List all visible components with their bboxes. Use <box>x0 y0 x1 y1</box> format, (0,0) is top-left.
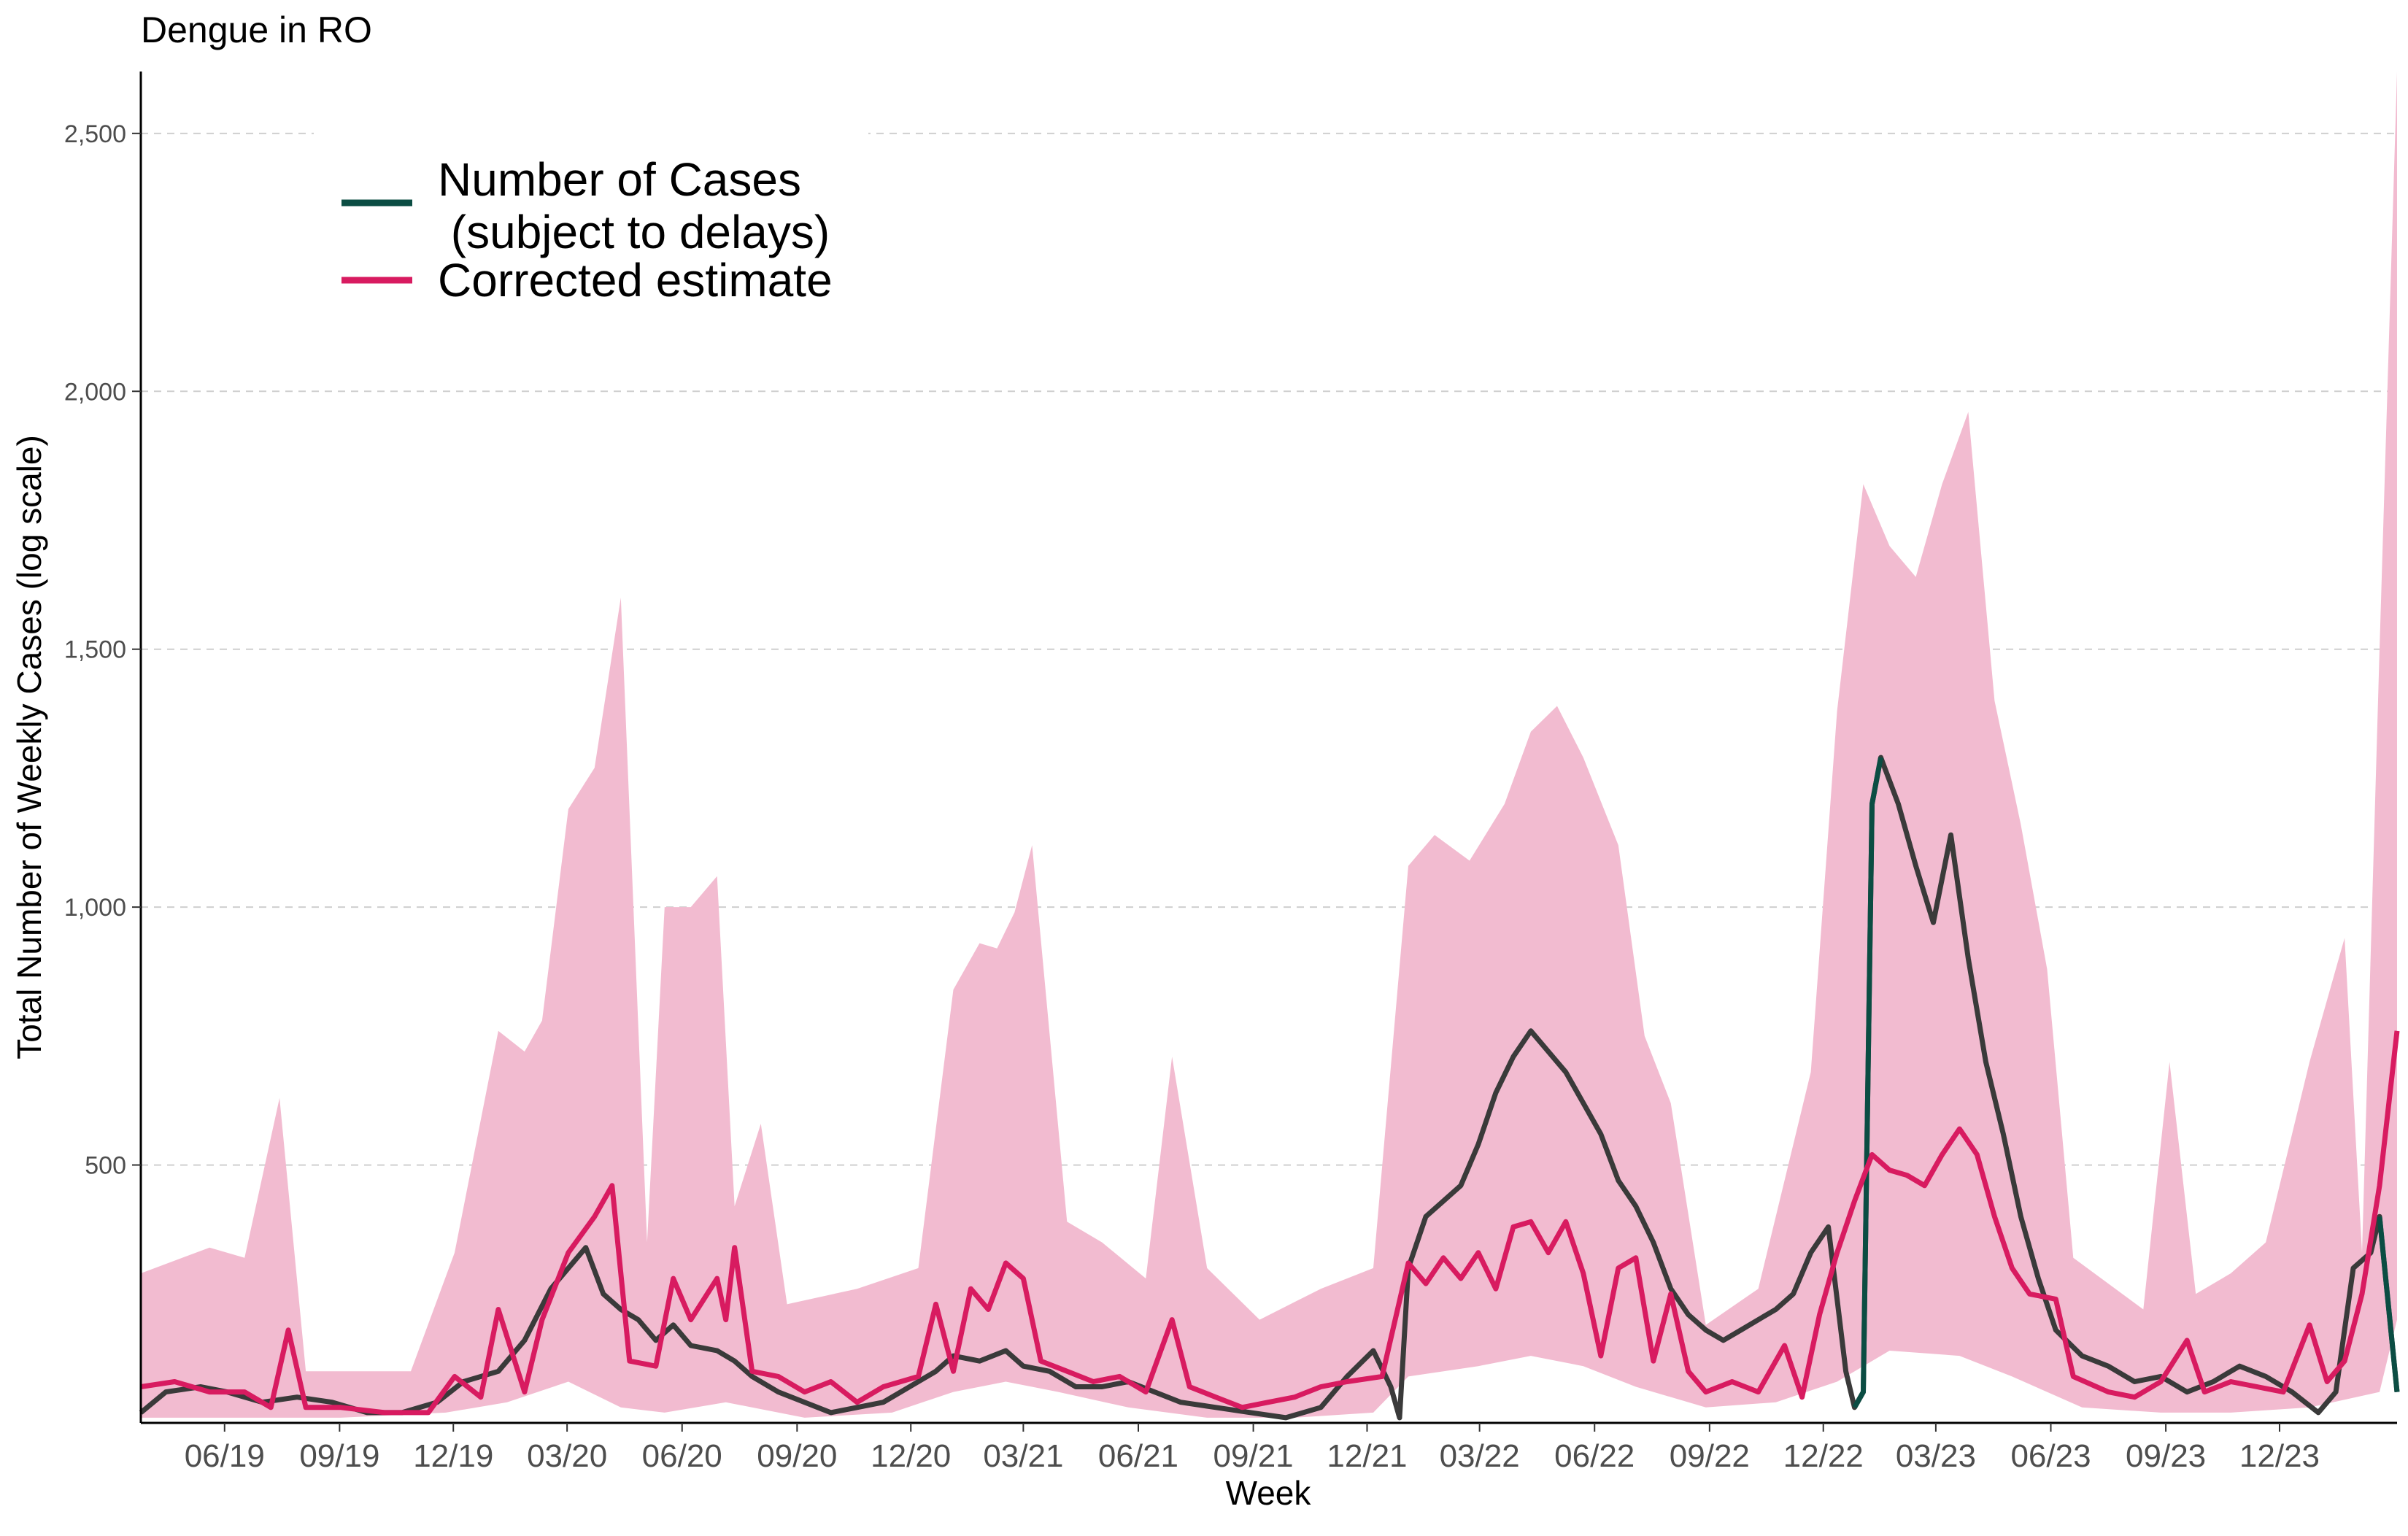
x-tick-label: 12/22 <box>1783 1438 1864 1474</box>
x-tick-label: 09/19 <box>299 1438 379 1474</box>
interval-layer <box>141 72 2397 1418</box>
x-axis-title: Week <box>1226 1474 1312 1512</box>
legend-label-number-of-cases-line2: (subject to delays) <box>438 206 830 258</box>
y-tick-label: 2,500 <box>64 120 126 148</box>
series-line-recent-cases <box>1852 757 1883 1409</box>
interval-band <box>141 72 2397 1418</box>
x-tick-label: 03/20 <box>527 1438 607 1474</box>
x-tick-label: 09/21 <box>1213 1438 1294 1474</box>
legend: Number of Cases (subject to delays) Corr… <box>314 128 868 310</box>
x-tick-label: 06/19 <box>185 1438 265 1474</box>
x-tick-label: 06/20 <box>642 1438 722 1474</box>
y-ticks: 500 1,000 1,500 2,000 2,500 <box>64 120 141 1180</box>
chart-title: Dengue in RO <box>141 9 372 50</box>
x-tick-label: 09/20 <box>757 1438 837 1474</box>
x-tick-label: 12/19 <box>413 1438 493 1474</box>
x-tick-label: 06/22 <box>1554 1438 1635 1474</box>
x-tick-label: 12/20 <box>871 1438 951 1474</box>
x-tick-label: 03/21 <box>983 1438 1063 1474</box>
legend-label-number-of-cases: Number of Cases (subject to delays) <box>438 153 830 258</box>
x-ticks: 06/19 09/19 12/19 03/20 06/20 09/20 12/20 03/21… <box>185 1423 2320 1474</box>
y-tick-label: 1,500 <box>64 636 126 664</box>
x-tick-label: 12/21 <box>1327 1438 1407 1474</box>
x-tick-label: 12/23 <box>2239 1438 2320 1474</box>
y-tick-label: 2,000 <box>64 378 126 406</box>
y-tick-label: 1,000 <box>64 894 126 922</box>
y-tick-label: 500 <box>85 1152 126 1180</box>
x-tick-label: 06/23 <box>2010 1438 2091 1474</box>
series-line-recent-cases <box>2377 1216 2400 1392</box>
series-layer <box>139 755 2400 1421</box>
series-line-corrected-estimate <box>140 1030 2400 1416</box>
legend-label-corrected-estimate: Corrected estimate <box>438 254 833 306</box>
y-axis-title: Total Number of Weekly Cases (log scale) <box>10 435 48 1060</box>
x-tick-label: 09/22 <box>1670 1438 1750 1474</box>
x-tick-label: 03/23 <box>1896 1438 1976 1474</box>
legend-label-number-of-cases-line1: Number of Cases <box>438 153 801 206</box>
x-tick-label: 09/23 <box>2126 1438 2206 1474</box>
x-tick-label: 03/22 <box>1440 1438 1520 1474</box>
x-tick-label: 06/21 <box>1098 1438 1178 1474</box>
